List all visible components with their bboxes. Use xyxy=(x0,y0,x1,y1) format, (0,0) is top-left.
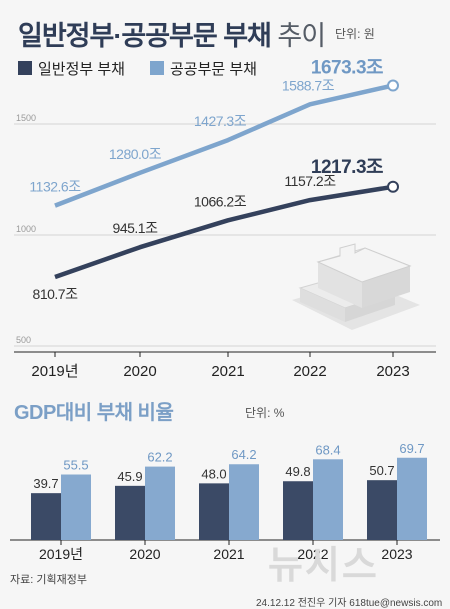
bar-x-tick-label: 2019년 xyxy=(39,546,83,562)
legend-item-public: 공공부문 부채 xyxy=(150,58,257,79)
data-label: 1673.3조 xyxy=(311,58,383,79)
data-label: 945.1조 xyxy=(113,220,159,236)
data-label: 1588.7조 xyxy=(282,77,335,93)
x-tick-label: 2022 xyxy=(293,363,326,380)
bar-value-label: 45.9 xyxy=(117,469,142,484)
bar-x-tick-label: 2020 xyxy=(129,546,160,562)
legend-label-general: 일반정부 부채 xyxy=(38,61,125,78)
bar-general xyxy=(199,483,229,540)
bar-x-tick-label: 2023 xyxy=(381,546,412,562)
data-label: 1157.2조 xyxy=(284,173,336,189)
bar-value-label: 48.0 xyxy=(201,466,226,481)
series-line-public xyxy=(54,83,394,208)
y-tick-label: 1500 xyxy=(16,113,36,123)
data-label: 1427.3조 xyxy=(194,113,247,129)
bar-public xyxy=(313,459,343,540)
bar-value-label: 49.8 xyxy=(285,464,310,479)
data-label: 1217.3조 xyxy=(311,157,383,178)
bar-value-label: 64.2 xyxy=(231,447,256,462)
legend-swatch-general xyxy=(18,61,32,75)
bar-value-label: 50.7 xyxy=(369,463,394,478)
bar-general xyxy=(283,481,313,540)
bar-chart-unit: 단위: % xyxy=(245,406,285,420)
source-note: 자료: 기획재정부 xyxy=(10,574,87,586)
bar-general xyxy=(367,480,397,540)
bar-value-label: 62.2 xyxy=(147,450,172,465)
data-label: 810.7조 xyxy=(33,286,79,302)
y-tick-label: 500 xyxy=(16,335,31,345)
series-line-general xyxy=(54,184,394,280)
bar-value-label: 69.7 xyxy=(399,441,424,456)
bar-public xyxy=(397,457,427,540)
data-label: 1066.2조 xyxy=(194,193,247,209)
bar-value-label: 68.4 xyxy=(315,442,340,457)
data-label: 1132.6조 xyxy=(29,179,81,195)
bar-x-tick-label: 2022 xyxy=(297,546,328,562)
legend-label-public: 공공부문 부채 xyxy=(170,61,257,78)
bar-chart-title: GDP대비 부채 비율 xyxy=(14,402,174,424)
y-tick-label: 1000 xyxy=(16,224,36,234)
bar-public xyxy=(145,466,175,540)
legend-item-general: 일반정부 부채 xyxy=(18,58,125,79)
line-chart: 500 1000 1500 2019년 2020 2021 2022 2023 810.7조 9… xyxy=(14,58,436,380)
money-stack-illustration xyxy=(292,243,420,330)
legend-swatch-public xyxy=(150,61,164,75)
bar-public xyxy=(61,474,91,540)
newsis-watermark: 뉴시스 xyxy=(268,545,379,587)
x-tick-label: 2023 xyxy=(376,363,409,380)
line-chart-unit: 단위: 원 xyxy=(335,27,375,41)
series-end-marker xyxy=(387,79,399,92)
bar-public xyxy=(229,464,259,540)
page-title: 일반정부·공공부문 부채 추이 xyxy=(18,21,326,51)
x-tick-label: 2019년 xyxy=(31,363,78,380)
credit-line: 24.12.12 전진우 기자 618tue@newsis.com xyxy=(256,598,443,609)
series-end-marker xyxy=(387,180,399,193)
x-tick-label: 2021 xyxy=(211,363,244,380)
bar-general xyxy=(115,485,145,540)
bar-x-tick-label: 2021 xyxy=(213,546,244,562)
bar-chart: 2019년 2020 2021 2022 2023 39.7 45.9 48.0 49.8 50.… xyxy=(10,441,440,562)
data-label: 1280.0조 xyxy=(109,146,162,162)
bar-general xyxy=(31,493,61,540)
x-tick-label: 2020 xyxy=(123,363,156,380)
bar-value-label: 55.5 xyxy=(63,458,88,473)
bar-value-label: 39.7 xyxy=(33,476,58,491)
